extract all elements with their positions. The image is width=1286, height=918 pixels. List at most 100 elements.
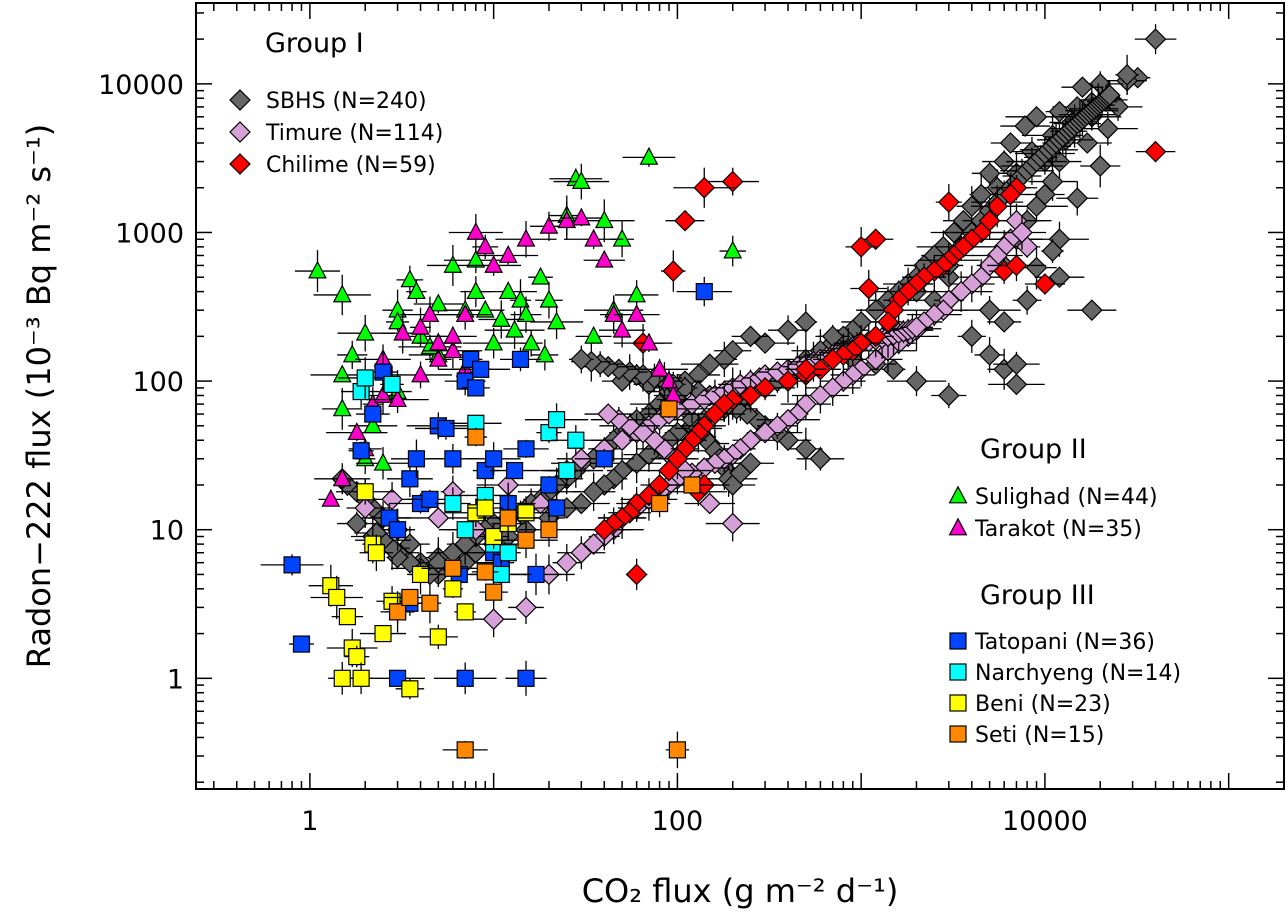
data-point [352, 442, 370, 460]
data-point [505, 461, 524, 480]
data-point [570, 541, 593, 564]
data-point [625, 563, 648, 586]
y-axis-label: Radon−222 flux (10⁻³ Bq m⁻² s⁻¹) [20, 124, 58, 668]
data-point [539, 215, 559, 234]
data-point [795, 311, 817, 333]
data-point [388, 521, 407, 539]
data-point [1016, 289, 1038, 312]
data-point [639, 146, 659, 165]
data-point [739, 325, 762, 348]
data-point [1144, 28, 1167, 50]
data-point [986, 195, 1009, 218]
data-point [517, 440, 535, 458]
data-point [354, 497, 377, 519]
data-point [444, 559, 462, 577]
data-point [443, 325, 463, 344]
data-point [597, 403, 620, 425]
data-point [1066, 187, 1089, 210]
data-point [388, 603, 407, 621]
data-point [356, 369, 374, 387]
data-point [674, 209, 696, 232]
data-point [484, 254, 504, 273]
data-point [400, 269, 420, 288]
data-point [857, 277, 880, 300]
data-point [584, 325, 604, 344]
data-point [511, 289, 530, 308]
data-point [721, 512, 744, 535]
data-point [498, 245, 518, 263]
data-point [443, 340, 463, 359]
data-point [420, 304, 440, 323]
data-point [332, 284, 352, 303]
legend-marker [949, 663, 967, 681]
data-point [485, 527, 503, 546]
data-point [612, 228, 632, 247]
data-point [348, 648, 366, 666]
data-point [937, 384, 960, 407]
data-point [338, 608, 357, 626]
legend-marker [948, 517, 968, 536]
data-point [1011, 221, 1033, 244]
data-point [571, 171, 591, 189]
legend-marker [229, 121, 251, 143]
data-point [482, 608, 505, 631]
data-point [651, 494, 669, 513]
data-point [864, 228, 887, 251]
legend-entry: Tarakot (N=35) [974, 517, 1142, 542]
data-point [993, 311, 1016, 333]
data-point [1041, 240, 1064, 262]
data-point [882, 358, 905, 381]
data-point [328, 588, 346, 607]
legend-group: Group III Tatopani (N=36) Narchyeng (N=14)… [949, 580, 1181, 748]
data-point [877, 311, 899, 333]
data-point [723, 240, 743, 259]
data-point [612, 319, 632, 338]
series-chilime [576, 140, 1176, 591]
data-point [777, 370, 799, 392]
data-point [456, 603, 474, 621]
data-point [809, 384, 832, 407]
data-point [332, 398, 352, 417]
data-point [421, 490, 439, 508]
data-point [444, 494, 462, 513]
data-point [662, 260, 685, 282]
data-point [905, 316, 928, 339]
data-point [1080, 299, 1103, 322]
data-point [491, 308, 511, 327]
data-point [472, 360, 490, 378]
y-tick-label: 100 [132, 367, 184, 398]
legend-marker [949, 725, 967, 743]
data-point [476, 499, 494, 517]
data-point [754, 332, 776, 355]
data-point [754, 377, 776, 399]
legend-entry: Timure (N=114) [265, 121, 443, 146]
data-point [515, 596, 537, 619]
data-point [427, 507, 450, 529]
legend-entry: Sulighad (N=44) [975, 485, 1158, 510]
data-point [383, 375, 401, 394]
data-point [693, 176, 716, 199]
data-point [517, 504, 535, 522]
data-point [1071, 76, 1094, 99]
data-point [593, 518, 616, 541]
data-point [411, 364, 430, 383]
y-tick-label: 10 [150, 516, 184, 547]
data-point [960, 325, 983, 348]
data-point [517, 531, 535, 549]
x-tick-label: 100 [652, 806, 704, 837]
data-point [604, 304, 624, 323]
data-point [517, 669, 535, 687]
data-point [567, 431, 585, 449]
data-point [584, 228, 604, 247]
data-point [557, 210, 577, 229]
data-point [1034, 273, 1056, 295]
data-point [484, 332, 504, 351]
data-point [364, 405, 382, 423]
data-point [444, 450, 462, 468]
data-point [535, 344, 555, 363]
data-point [582, 533, 605, 555]
data-point [721, 170, 744, 193]
data-point [795, 437, 817, 460]
data-point [698, 492, 721, 515]
data-points [260, 24, 1177, 769]
